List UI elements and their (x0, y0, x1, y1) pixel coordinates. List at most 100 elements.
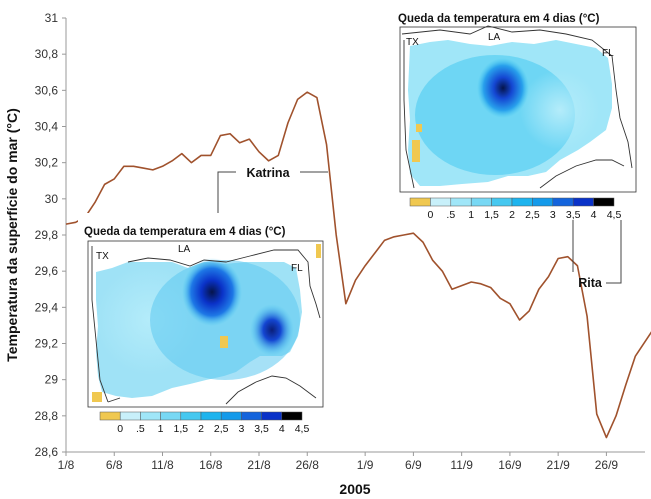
rita-inset-title: Queda da temperatura em 4 dias (°C) (398, 13, 600, 25)
y-tick-label: 30,4 (35, 120, 59, 134)
y-tick-label: 29,4 (35, 300, 59, 314)
series-line (65, 91, 651, 439)
x-tick-label: 1/9 (357, 458, 374, 472)
rita-cooling-core (477, 58, 529, 118)
colorbar-label: 3,5 (254, 423, 269, 435)
colorbar-label: 4,5 (607, 209, 622, 221)
colorbar-label: 1 (468, 209, 474, 221)
rita-colorbar: 0 .5 1 1,5 2 2,5 3 3,5 4 4,5 (409, 197, 622, 221)
x-tick-label: 6/8 (106, 458, 123, 472)
katrina-colorbar: 0 .5 1 1,5 2 2,5 3 3,5 4 4,5 (99, 411, 310, 435)
katrina-cuba-outline (225, 375, 317, 405)
y-ticks: 28,6 28,8 29 29,2 29,4 29,6 29,8 30 30,2 30,4 30,6… (35, 11, 66, 459)
rita-inset: Queda da temperatura em 4 dias (°C) TX L… (392, 2, 644, 221)
colorbar-swatch (572, 197, 594, 207)
colorbar-swatch (180, 411, 202, 421)
series-group (65, 91, 651, 439)
x-tick-label: 21/8 (247, 458, 271, 472)
katrina-state-fl: FL (291, 263, 303, 274)
katrina-inset-title: Queda da temperatura em 4 dias (°C) (84, 226, 286, 238)
colorbar-swatch (119, 411, 141, 421)
rita-map: TX LA FL (399, 25, 637, 193)
colorbar-swatch (430, 197, 452, 207)
colorbar-label: 3 (238, 423, 244, 435)
colorbar-label: 1,5 (484, 209, 499, 221)
colorbar-swatch (450, 197, 472, 207)
colorbar-label: 3 (550, 209, 556, 221)
colorbar-swatch (409, 197, 431, 207)
x-ticks: 1/8 6/8 11/8 16/8 21/8 26/8 1/9 6/9 11/9 16/9 21/9… (58, 452, 619, 472)
x-tick-label: 1/8 (58, 458, 75, 472)
x-tick-label: 16/9 (498, 458, 522, 472)
colorbar-label: 0 (427, 209, 433, 221)
rita-state-la: LA (488, 32, 501, 43)
x-axis-title: 2005 (339, 481, 370, 497)
katrina-leader-line (217, 171, 236, 230)
y-tick-label: 29,8 (35, 228, 59, 242)
rita-light-area (520, 70, 600, 150)
x-tick-label: 6/9 (405, 458, 422, 472)
rita-state-tx: TX (406, 37, 419, 48)
colorbar-swatch (281, 411, 303, 421)
colorbar-label: 3,5 (566, 209, 581, 221)
katrina-warm-patch-2 (92, 392, 102, 402)
katrina-warm-patch (220, 336, 228, 348)
y-axis-title: Temperatura da superfície do mar (°C) (4, 108, 20, 362)
y-tick-label: 28,6 (35, 445, 59, 459)
colorbar-swatch (593, 197, 615, 207)
colorbar-label: 2 (198, 423, 204, 435)
x-tick-label: 26/8 (296, 458, 320, 472)
colorbar-label: 2,5 (525, 209, 540, 221)
colorbar-swatch (160, 411, 182, 421)
colorbar-label: 0 (117, 423, 123, 435)
rita-callout: Rita (572, 200, 622, 290)
rita-cuba-outline (539, 159, 625, 189)
katrina-inset: Queda da temperatura em 4 dias (°C) TX L… (78, 213, 328, 441)
colorbar-swatch (200, 411, 222, 421)
rita-leader-line-right (606, 200, 622, 284)
y-tick-label: 30 (45, 192, 59, 206)
katrina-coastline (91, 246, 321, 403)
colorbar-swatch (261, 411, 283, 421)
y-tick-label: 29 (45, 373, 59, 387)
katrina-state-la: LA (178, 244, 191, 255)
colorbar-swatch (140, 411, 161, 421)
x-tick-label: 11/9 (450, 458, 473, 472)
colorbar-label: 2 (509, 209, 515, 221)
colorbar-label: .5 (446, 209, 455, 221)
colorbar-swatch (552, 197, 574, 207)
colorbar-swatch (491, 197, 513, 207)
colorbar-label: 4,5 (295, 423, 310, 435)
x-tick-label: 26/9 (595, 458, 619, 472)
katrina-warm-patch-3 (316, 244, 321, 258)
rita-state-fl: FL (602, 48, 614, 59)
rita-label: Rita (578, 276, 603, 290)
rita-warm-patch-2 (416, 124, 422, 132)
colorbar-label: 2,5 (214, 423, 229, 435)
katrina-state-tx: TX (96, 251, 109, 262)
colorbar-label: 4 (279, 423, 285, 435)
colorbar-swatch (241, 411, 262, 421)
rita-warm-patch (412, 140, 420, 162)
axes: 28,628,82929,229,429,629,83030,230,430,6… (35, 11, 645, 472)
colorbar-label: 1,5 (173, 423, 188, 435)
colorbar-swatch (532, 197, 554, 207)
rita-coastline (401, 25, 633, 189)
x-tick-label: 21/9 (546, 458, 570, 472)
colorbar-swatch (220, 411, 242, 421)
y-tick-label: 31 (45, 11, 59, 25)
y-tick-label: 30,8 (35, 47, 59, 61)
katrina-label: Katrina (246, 166, 290, 180)
katrina-cooling-east (250, 304, 294, 356)
katrina-map: TX LA FL (87, 240, 324, 408)
katrina-callout: Katrina (217, 166, 328, 230)
katrina-cooling-core (182, 258, 242, 326)
colorbar-label: 1 (158, 423, 164, 435)
y-tick-label: 30,2 (35, 156, 59, 170)
colorbar-label: 4 (591, 209, 597, 221)
colorbar-label: .5 (136, 423, 145, 435)
y-tick-label: 29,2 (35, 337, 59, 351)
y-tick-label: 28,8 (35, 409, 59, 423)
colorbar-swatch (470, 197, 492, 207)
